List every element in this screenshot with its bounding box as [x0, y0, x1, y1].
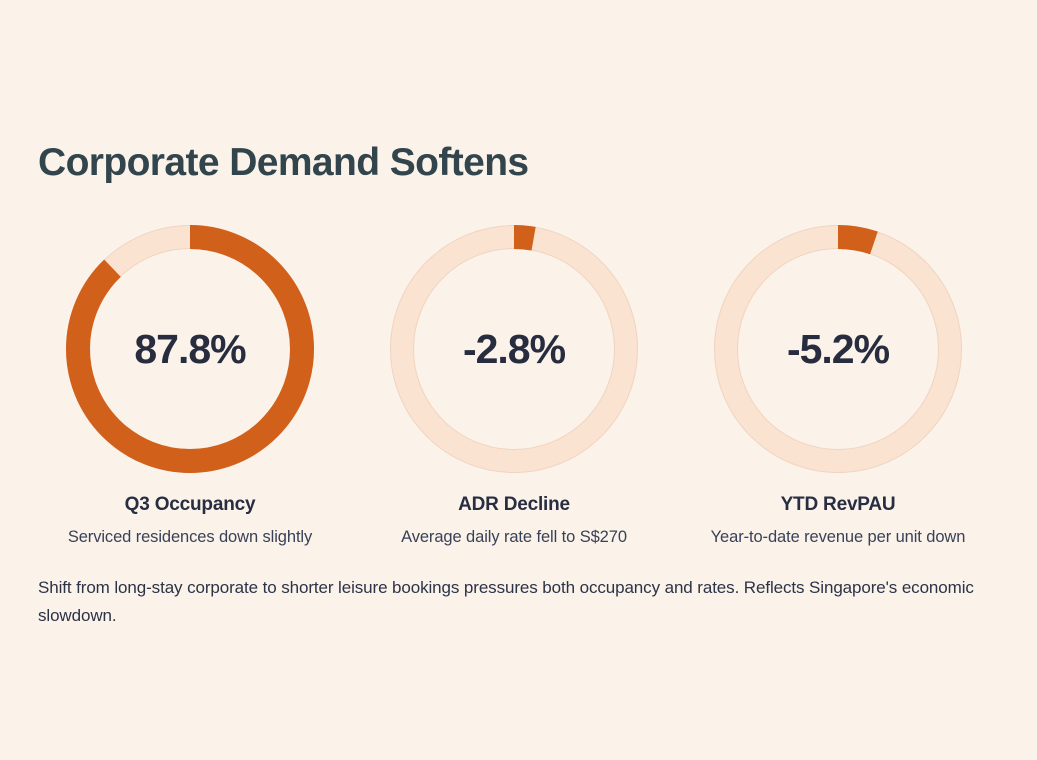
kpi-description: Year-to-date revenue per unit down	[710, 528, 966, 547]
kpi-value: 87.8%	[134, 325, 246, 372]
kpi-card-ytd-revpau: -5.2% YTD RevPAU Year-to-date revenue pe…	[676, 224, 1000, 547]
kpi-description: Serviced residences down slightly	[67, 528, 313, 547]
kpi-label: YTD RevPAU	[780, 494, 896, 516]
donut-chart-icon	[714, 225, 962, 474]
donut-ytd-revpau: -5.2%	[713, 224, 963, 474]
donut-adr-decline: -2.8%	[389, 224, 639, 474]
kpi-value: -5.2%	[786, 325, 890, 372]
donut-q3-occupancy: 87.8%	[65, 224, 315, 474]
kpi-label: ADR Decline	[458, 494, 570, 516]
kpi-row: 87.8% Q3 Occupancy Serviced residences d…	[28, 224, 1000, 547]
donut-arc	[714, 225, 962, 474]
footnote-text: Shift from long-stay corporate to shorte…	[38, 578, 974, 626]
donut-arc	[66, 225, 314, 474]
donut-chart-icon	[66, 225, 314, 474]
kpi-label: Q3 Occupancy	[124, 494, 256, 516]
kpi-card-adr-decline: -2.8% ADR Decline Average daily rate fel…	[352, 224, 676, 547]
kpi-value: -2.8%	[462, 325, 566, 372]
kpi-description: Average daily rate fell to S$270	[401, 528, 627, 547]
donut-arc	[390, 225, 638, 474]
donut-chart-icon	[390, 225, 638, 474]
page-title: Corporate Demand Softens	[38, 141, 529, 184]
kpi-card-q3-occupancy: 87.8% Q3 Occupancy Serviced residences d…	[28, 224, 352, 547]
